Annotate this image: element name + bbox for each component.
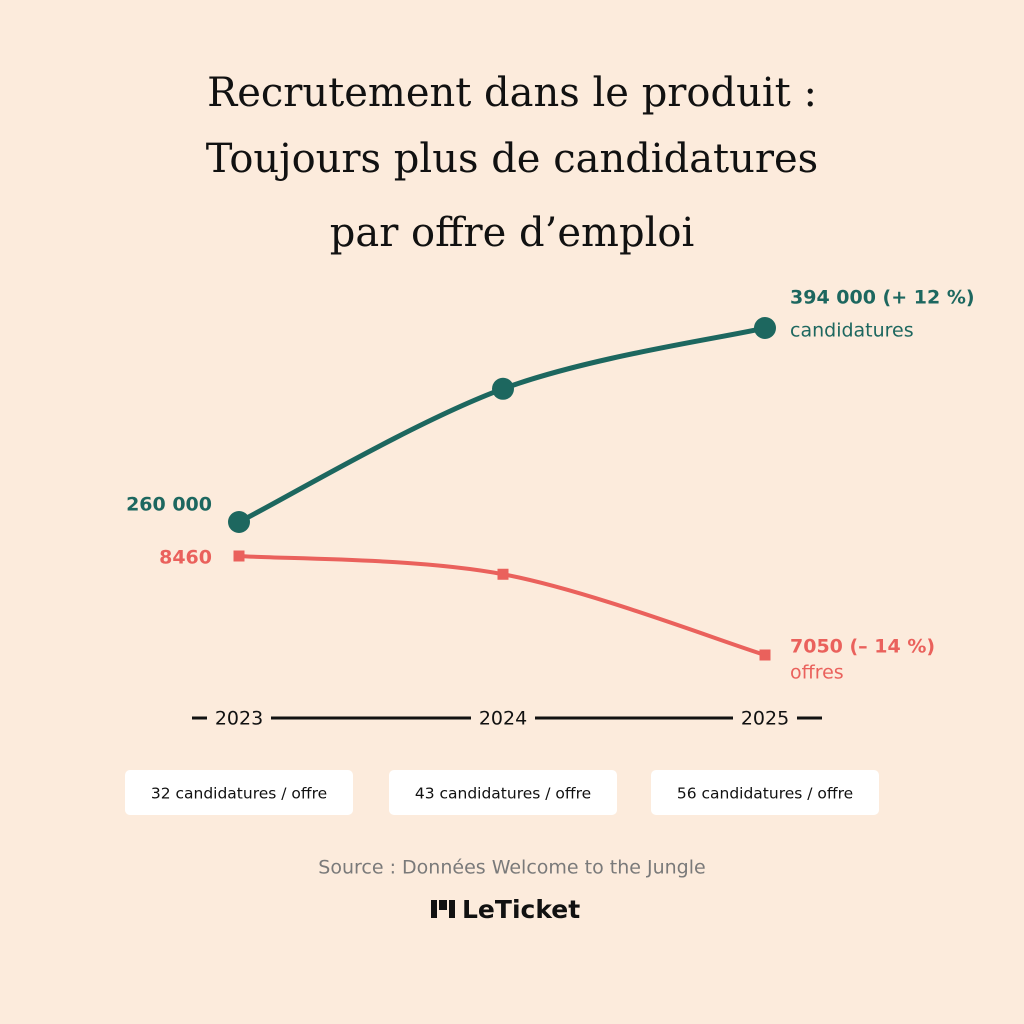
- data-label: 394 000 (+ 12 %): [790, 287, 975, 309]
- x-tick-label: 2024: [479, 708, 527, 730]
- source: Source : Données Welcome to the Jungle: [318, 857, 705, 879]
- data-label: 260 000: [126, 494, 212, 516]
- x-tick-label: 2023: [215, 708, 263, 730]
- point: [759, 649, 771, 661]
- point: [754, 317, 776, 339]
- point: [228, 511, 250, 533]
- chart-title: Toujours plus de candidatures: [206, 136, 818, 182]
- ratio-label: 32 candidatures / offre: [151, 785, 327, 803]
- data-label: 8460: [159, 547, 212, 569]
- data-label: 7050 (– 14 %): [790, 636, 935, 658]
- brand: LeTicket: [462, 895, 580, 924]
- logo-icon: [449, 900, 455, 918]
- x-tick-label: 2025: [741, 708, 789, 730]
- series-name: candidatures: [790, 320, 914, 342]
- logo-icon: [431, 900, 437, 918]
- ratio-box: [651, 770, 879, 815]
- axis-label-bg: [471, 705, 535, 731]
- chart-title: Recrutement dans le produit :: [207, 70, 817, 116]
- point: [233, 550, 245, 562]
- point: [497, 568, 509, 580]
- chart-title: par offre d’emploi: [330, 210, 695, 256]
- ratio-box: [389, 770, 617, 815]
- point: [492, 377, 514, 400]
- ratio-label: 43 candidatures / offre: [415, 785, 591, 803]
- series-name: offres: [790, 662, 844, 684]
- logo-icon: [439, 900, 447, 910]
- axis-label-bg: [207, 705, 271, 731]
- ratio-box: [125, 770, 353, 815]
- ratio-label: 56 candidatures / offre: [677, 785, 853, 803]
- axis-label-bg: [733, 705, 797, 731]
